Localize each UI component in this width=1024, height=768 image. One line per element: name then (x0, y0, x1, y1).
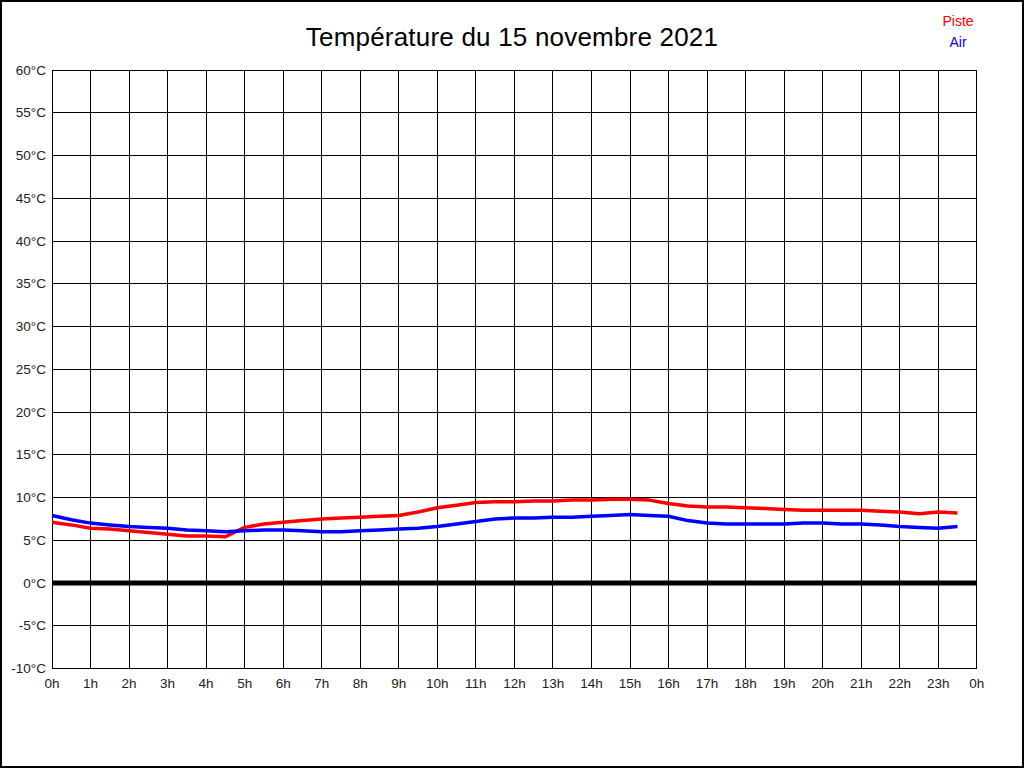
x-axis-tick-label: 12h (503, 676, 526, 691)
y-axis-tick-label: 30°C (16, 319, 46, 334)
y-axis-tick-label: 0°C (23, 576, 46, 591)
x-axis-tick-label: 21h (850, 676, 873, 691)
x-axis-tick-label: 13h (542, 676, 565, 691)
y-axis-tick-label: 15°C (16, 447, 46, 462)
x-axis-tick-label: 15h (619, 676, 642, 691)
y-axis-tick-label: 50°C (16, 148, 46, 163)
x-axis-tick-label: 2h (122, 676, 137, 691)
x-axis-tick-label: 5h (237, 676, 252, 691)
y-axis-tick-label: 60°C (16, 63, 46, 78)
x-axis-tick-label: 11h (465, 676, 487, 691)
x-axis-tick-label: 20h (811, 676, 834, 691)
y-axis-tick-label: 55°C (16, 105, 46, 120)
y-axis-tick-label: 40°C (16, 234, 46, 249)
y-axis-tick-label: 25°C (16, 362, 46, 377)
y-axis-tick-label: 45°C (16, 191, 46, 206)
x-axis-tick-label: 1h (83, 676, 98, 691)
x-axis-tick-label: 0h (44, 676, 59, 691)
x-axis-tick-label: 8h (353, 676, 368, 691)
x-axis-tick-label: 17h (696, 676, 719, 691)
x-axis-tick-label: 3h (160, 676, 175, 691)
x-axis-tick-label: 23h (927, 676, 950, 691)
x-axis-tick-label: 16h (657, 676, 680, 691)
x-axis-tick-label: 4h (199, 676, 214, 691)
temperature-chart-page: Température du 15 novembre 2021 Piste Ai… (0, 0, 1024, 768)
x-axis-tick-label: 0h (969, 676, 984, 691)
x-axis-tick-label: 9h (391, 676, 406, 691)
x-axis-tick-label: 19h (773, 676, 796, 691)
y-axis-tick-label: 10°C (16, 490, 46, 505)
y-axis-tick-label: 35°C (16, 276, 46, 291)
y-axis-tick-label: 5°C (23, 533, 46, 548)
x-axis-tick-label: 18h (734, 676, 757, 691)
y-axis-tick-label: 20°C (16, 405, 46, 420)
series-line-air (52, 515, 958, 532)
chart-canvas: 60°C 55°C 50°C 45°C 40°C 35°C 30°C 25°C 20°C 15°C… (2, 2, 1024, 768)
x-axis-tick-label: 10h (426, 676, 449, 691)
x-axis-tick-label: 6h (276, 676, 291, 691)
x-axis-tick-label: 22h (888, 676, 911, 691)
y-axis-tick-label: -10°C (11, 661, 46, 676)
x-axis-tick-label: 7h (314, 676, 329, 691)
y-axis-tick-label: -5°C (19, 618, 46, 633)
x-axis-tick-label: 14h (580, 676, 603, 691)
